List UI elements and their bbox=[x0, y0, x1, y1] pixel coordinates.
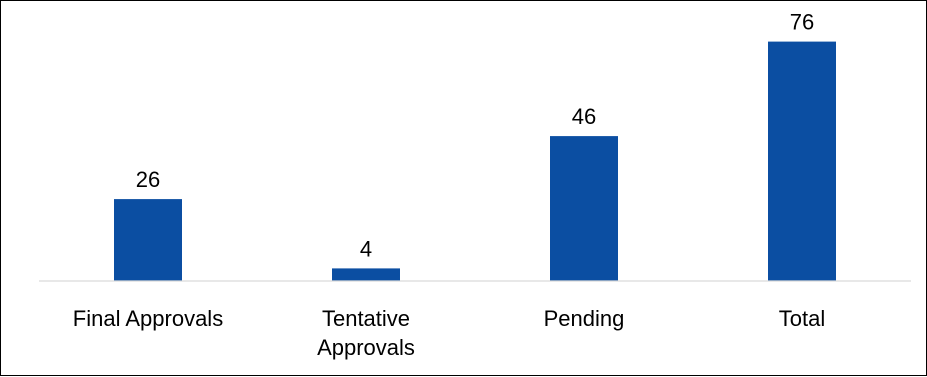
x-tick-label-line: Pending bbox=[544, 306, 625, 331]
x-tick-label-line: Total bbox=[779, 306, 825, 331]
x-tick-label-1: Tentative Approvals bbox=[317, 306, 415, 360]
x-tick-label-2: Pending bbox=[544, 306, 625, 331]
x-tick-label-3: Total bbox=[779, 306, 825, 331]
bar-1 bbox=[332, 268, 400, 281]
bar-3 bbox=[768, 41, 836, 281]
data-label-1: 4 bbox=[360, 236, 372, 261]
data-label-2: 46 bbox=[572, 104, 596, 129]
x-tick-label-0: Final Approvals bbox=[73, 306, 223, 331]
x-tick-labels-layer: Final Approvals Tentative Approvals Pending… bbox=[73, 306, 825, 360]
bar-2 bbox=[550, 136, 618, 281]
data-labels-layer: 26 4 46 76 bbox=[136, 10, 814, 262]
bar-0 bbox=[114, 199, 182, 281]
x-tick-label-line: Approvals bbox=[317, 335, 415, 360]
x-tick-label-line: Final Approvals bbox=[73, 306, 223, 331]
data-label-3: 76 bbox=[790, 10, 814, 35]
bars-layer bbox=[114, 41, 836, 281]
x-tick-label-line: Tentative bbox=[322, 306, 410, 331]
data-label-0: 26 bbox=[136, 167, 160, 192]
